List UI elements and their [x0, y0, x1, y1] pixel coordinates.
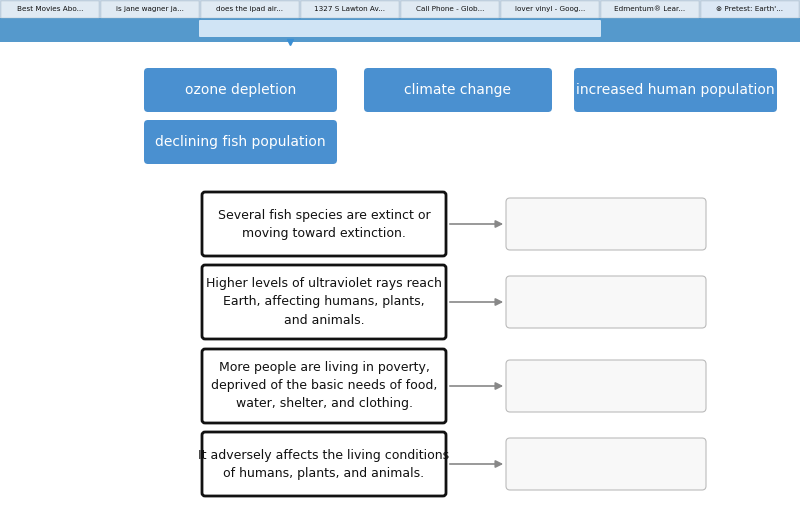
- FancyBboxPatch shape: [101, 1, 198, 17]
- Text: ⊗ Pretest: Earth'...: ⊗ Pretest: Earth'...: [717, 6, 783, 12]
- FancyBboxPatch shape: [0, 0, 800, 18]
- FancyBboxPatch shape: [506, 198, 706, 250]
- Text: climate change: climate change: [405, 83, 511, 97]
- Text: lover vinyl - Goog...: lover vinyl - Goog...: [515, 6, 585, 12]
- FancyBboxPatch shape: [701, 1, 798, 17]
- Text: Call Phone - Glob...: Call Phone - Glob...: [416, 6, 484, 12]
- FancyBboxPatch shape: [301, 1, 398, 17]
- FancyBboxPatch shape: [501, 1, 598, 17]
- FancyBboxPatch shape: [201, 1, 298, 17]
- FancyBboxPatch shape: [0, 18, 800, 42]
- Text: ozone depletion: ozone depletion: [185, 83, 296, 97]
- FancyBboxPatch shape: [506, 438, 706, 490]
- Text: is jane wagner ja...: is jane wagner ja...: [116, 6, 184, 12]
- FancyBboxPatch shape: [202, 192, 446, 256]
- FancyBboxPatch shape: [202, 265, 446, 339]
- FancyBboxPatch shape: [0, 46, 800, 524]
- Text: declining fish population: declining fish population: [155, 135, 326, 149]
- FancyBboxPatch shape: [401, 1, 498, 17]
- FancyBboxPatch shape: [144, 120, 337, 164]
- FancyBboxPatch shape: [1, 1, 98, 17]
- FancyBboxPatch shape: [574, 68, 777, 112]
- Text: More people are living in poverty,
deprived of the basic needs of food,
water, s: More people are living in poverty, depri…: [211, 362, 437, 410]
- Text: Several fish species are extinct or
moving toward extinction.: Several fish species are extinct or movi…: [218, 209, 430, 239]
- FancyBboxPatch shape: [506, 276, 706, 328]
- Text: does the ipad air...: does the ipad air...: [217, 6, 283, 12]
- Text: Higher levels of ultraviolet rays reach
Earth, affecting humans, plants,
and ani: Higher levels of ultraviolet rays reach …: [206, 278, 442, 326]
- FancyBboxPatch shape: [364, 68, 552, 112]
- FancyBboxPatch shape: [199, 20, 601, 37]
- FancyBboxPatch shape: [202, 432, 446, 496]
- Text: It adversely affects the living conditions
of humans, plants, and animals.: It adversely affects the living conditio…: [198, 449, 450, 479]
- Text: increased human population: increased human population: [576, 83, 775, 97]
- Text: Edmentum® Lear...: Edmentum® Lear...: [614, 6, 686, 12]
- FancyBboxPatch shape: [506, 360, 706, 412]
- FancyBboxPatch shape: [202, 349, 446, 423]
- Text: 1327 S Lawton Av...: 1327 S Lawton Av...: [314, 6, 386, 12]
- FancyBboxPatch shape: [601, 1, 698, 17]
- FancyBboxPatch shape: [144, 68, 337, 112]
- Text: Best Movies Abo...: Best Movies Abo...: [17, 6, 83, 12]
